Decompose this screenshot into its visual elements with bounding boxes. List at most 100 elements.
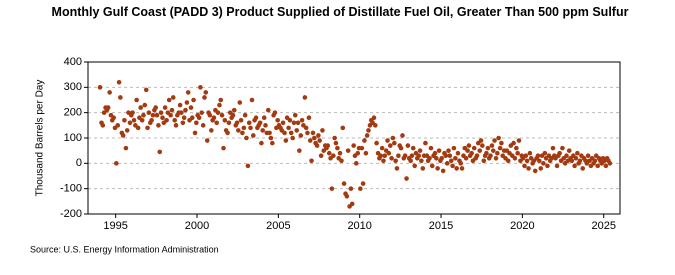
point [314, 143, 320, 148]
point [505, 158, 511, 164]
point [332, 135, 337, 141]
point [348, 186, 354, 191]
point [573, 155, 579, 161]
point [260, 128, 266, 133]
point [134, 97, 139, 103]
point [477, 148, 483, 153]
point [116, 79, 122, 85]
point [230, 112, 236, 118]
point [412, 163, 417, 169]
point [378, 153, 383, 159]
point [489, 143, 495, 148]
point [198, 85, 203, 90]
point [225, 130, 230, 136]
point [261, 115, 267, 121]
point [341, 181, 347, 186]
point [145, 125, 150, 131]
point [349, 201, 355, 207]
point [335, 145, 340, 151]
point [160, 115, 165, 121]
point [237, 100, 243, 105]
point [290, 135, 295, 141]
point [318, 153, 324, 159]
point [294, 128, 300, 133]
point [139, 117, 145, 123]
point [240, 130, 245, 136]
point [490, 148, 496, 153]
point [204, 138, 210, 143]
point [203, 90, 209, 95]
point [541, 161, 546, 166]
point [471, 145, 477, 151]
point [435, 166, 440, 171]
point [416, 153, 422, 159]
point [607, 161, 613, 166]
point [97, 85, 103, 90]
point [135, 125, 141, 131]
point [192, 130, 198, 136]
point [386, 150, 392, 156]
plot-frame [87, 61, 621, 215]
y-axis-label: Thousand Barrels per Day [35, 80, 46, 197]
y-tick-label: -100 [60, 183, 82, 195]
point [478, 138, 484, 143]
point [527, 150, 533, 156]
point [496, 135, 501, 141]
x-tick-label: 2005 [266, 220, 290, 232]
point [428, 145, 434, 151]
point [105, 105, 111, 110]
point [143, 87, 149, 93]
point [538, 166, 544, 171]
point [381, 158, 386, 164]
point [511, 140, 516, 146]
point [392, 140, 397, 146]
point [183, 107, 188, 113]
point [302, 95, 308, 100]
point [196, 115, 202, 121]
point [131, 117, 137, 123]
point [537, 158, 542, 164]
x-tick-label: 2010 [347, 220, 371, 232]
point [382, 153, 388, 159]
point [405, 143, 411, 148]
point [329, 186, 335, 191]
x-tick-label: 2015 [429, 220, 453, 232]
point [177, 102, 183, 108]
point [241, 125, 247, 131]
point [542, 150, 548, 156]
point [149, 117, 154, 123]
point [333, 140, 339, 146]
point [499, 140, 504, 146]
point [168, 112, 173, 118]
point [158, 110, 164, 115]
point [469, 150, 474, 156]
point [523, 153, 529, 159]
point [207, 112, 213, 118]
point [268, 135, 274, 141]
point [180, 120, 186, 126]
point [170, 95, 176, 100]
point [408, 158, 413, 164]
x-tick-label: 2025 [591, 220, 615, 232]
point [283, 138, 289, 143]
point [238, 117, 244, 123]
point [221, 145, 226, 151]
point [114, 161, 119, 166]
point [394, 166, 400, 171]
point [550, 145, 556, 151]
point [292, 112, 298, 118]
point [417, 148, 423, 153]
point [111, 115, 117, 121]
point [400, 133, 405, 138]
point [569, 158, 575, 164]
point [306, 115, 312, 121]
point [298, 133, 304, 138]
point [396, 153, 401, 159]
point [480, 143, 485, 148]
point [154, 112, 160, 118]
point [310, 130, 316, 136]
point [150, 112, 156, 118]
point [211, 115, 217, 121]
point [446, 148, 451, 153]
point [443, 153, 449, 159]
